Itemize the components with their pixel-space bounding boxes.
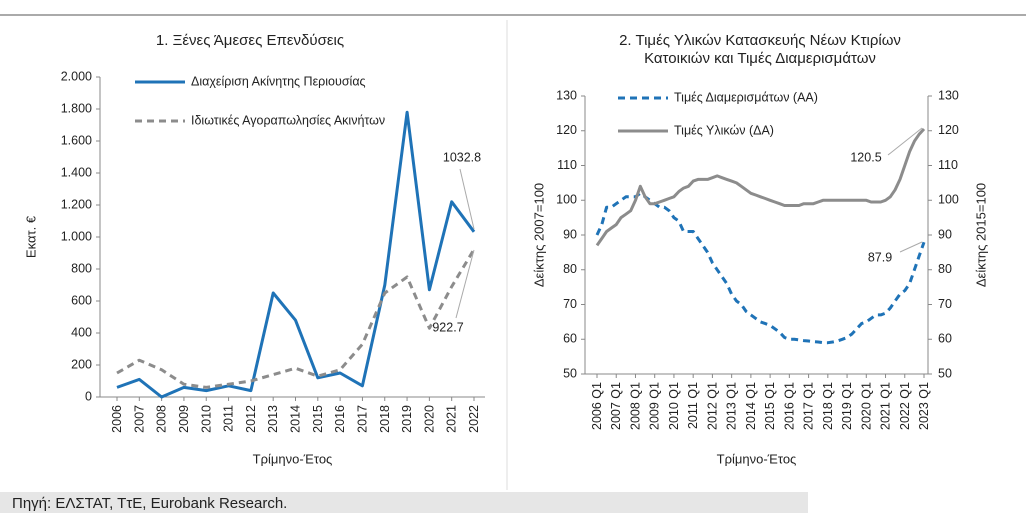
y-tick-label: 70 xyxy=(563,297,577,311)
x-tick-label: 2022 xyxy=(467,405,481,433)
legend-label: Διαχείριση Ακίνητης Περιουσίας xyxy=(191,74,366,88)
chart-title: Κατοικιών και Τιμές Διαμερισμάτων xyxy=(644,50,876,67)
legend-label: Τιμές Διαμερισμάτων (ΑΑ) xyxy=(674,90,818,104)
y-tick-label: 1.000 xyxy=(61,229,92,243)
y2-tick-label: 100 xyxy=(938,193,959,207)
y2-tick-label: 50 xyxy=(938,366,952,380)
chart-title: 1. Ξένες Άμεσες Επενδύσεις xyxy=(156,32,344,49)
x-tick-label: 2010 xyxy=(199,405,213,433)
y2-tick-label: 120 xyxy=(938,123,959,137)
annotation-leader xyxy=(899,241,923,253)
x-tick-label: 2020 xyxy=(422,405,436,433)
x-tick-label: 2015 xyxy=(311,405,325,433)
x-tick-label: 2020 Q1 xyxy=(859,382,873,430)
chart-title: 2. Τιμές Υλικών Κατασκευής Νέων Κτιρίων xyxy=(619,32,901,49)
y-tick-label: 110 xyxy=(557,158,577,172)
series-line xyxy=(116,110,476,399)
y2-tick-label: 70 xyxy=(938,297,952,311)
y-tick-label: 130 xyxy=(556,88,577,102)
x-tick-label: 2008 xyxy=(155,405,169,433)
y-tick-label: 90 xyxy=(563,227,577,241)
x-tick-label: 2006 xyxy=(110,405,124,433)
x-tick-label: 2022 Q1 xyxy=(898,382,912,430)
y2-axis-label: Δείκτης 2015=100 xyxy=(973,183,988,287)
y-tick-label: 0 xyxy=(85,389,92,403)
x-tick-label: 2013 xyxy=(266,405,280,433)
x-tick-label: 2017 xyxy=(355,405,369,433)
y2-tick-label: 80 xyxy=(938,262,952,276)
x-tick-label: 2014 Q1 xyxy=(744,382,758,430)
source-band xyxy=(0,492,808,513)
annotation: 120.5 xyxy=(850,150,881,164)
series-line xyxy=(595,191,926,345)
y-tick-label: 2.000 xyxy=(61,69,92,83)
x-tick-label: 2012 Q1 xyxy=(705,382,719,430)
annotation: 922.7 xyxy=(432,320,463,334)
series-line xyxy=(595,127,926,247)
y2-tick-label: 130 xyxy=(938,88,959,102)
annotation-leader xyxy=(887,127,923,156)
series-line xyxy=(116,248,476,389)
x-tick-label: 2021 xyxy=(445,405,459,433)
x-tick-label: 2019 xyxy=(400,405,414,433)
x-tick-label: 2007 Q1 xyxy=(609,382,623,430)
y-tick-label: 1.600 xyxy=(61,133,92,147)
x-tick-label: 2013 Q1 xyxy=(725,382,739,430)
y-tick-label: 100 xyxy=(556,193,577,207)
x-tick-label: 2016 xyxy=(333,405,347,433)
x-tick-label: 2023 Q1 xyxy=(917,382,931,430)
x-tick-label: 2018 xyxy=(378,405,392,433)
source: Πηγή: ΕΛΣΤΑΤ, ΤτΕ, Eurobank Research. xyxy=(12,495,287,512)
x-tick-label: 2019 Q1 xyxy=(840,382,854,430)
legend-label: Τιμές Υλικών (ΔΑ) xyxy=(674,123,774,137)
y2-tick-label: 110 xyxy=(938,158,958,172)
x-tick-label: 2014 xyxy=(289,405,303,433)
y-axis-label: Εκατ. € xyxy=(23,215,38,258)
x-tick-label: 2018 Q1 xyxy=(821,382,835,430)
x-axis-label: Τρίμηνο-Έτος xyxy=(253,451,333,466)
x-tick-label: 2008 Q1 xyxy=(628,382,642,430)
y-tick-label: 50 xyxy=(563,366,577,380)
x-tick-label: 2011 xyxy=(222,405,236,432)
x-tick-label: 2015 Q1 xyxy=(763,382,777,430)
x-tick-label: 2017 Q1 xyxy=(802,382,816,430)
y-axis-label: Δείκτης 2007=100 xyxy=(531,183,546,287)
x-tick-label: 2009 xyxy=(177,405,191,433)
y-tick-label: 200 xyxy=(71,357,92,371)
legend-label: Ιδιωτικές Αγοραπωλησίες Ακινήτων xyxy=(191,113,385,127)
x-tick-label: 2010 Q1 xyxy=(667,382,681,430)
y-tick-label: 800 xyxy=(71,261,92,275)
x-axis-label: Τρίμηνο-Έτος xyxy=(717,451,797,466)
annotation-leader xyxy=(459,168,475,230)
y-tick-label: 80 xyxy=(563,262,577,276)
x-tick-label: 2012 xyxy=(244,405,258,433)
y2-tick-label: 60 xyxy=(938,332,952,346)
x-tick-label: 2007 xyxy=(132,405,146,433)
annotation: 1032.8 xyxy=(443,150,481,164)
y2-tick-label: 90 xyxy=(938,227,952,241)
x-tick-label: 2016 Q1 xyxy=(782,382,796,430)
x-tick-label: 2009 Q1 xyxy=(648,382,662,430)
x-tick-label: 2006 Q1 xyxy=(590,382,604,430)
y-tick-label: 60 xyxy=(563,332,577,346)
y-tick-label: 120 xyxy=(556,123,577,137)
annotation: 87.9 xyxy=(868,250,892,264)
y-tick-label: 1.400 xyxy=(61,165,92,179)
y-tick-label: 1.800 xyxy=(61,101,92,115)
y-tick-label: 400 xyxy=(71,325,92,339)
y-tick-label: 1.200 xyxy=(61,197,92,211)
x-tick-label: 2011 Q1 xyxy=(686,382,700,429)
x-tick-label: 2021 Q1 xyxy=(879,382,893,430)
annotation-leader xyxy=(455,249,475,319)
y-tick-label: 600 xyxy=(71,293,92,307)
